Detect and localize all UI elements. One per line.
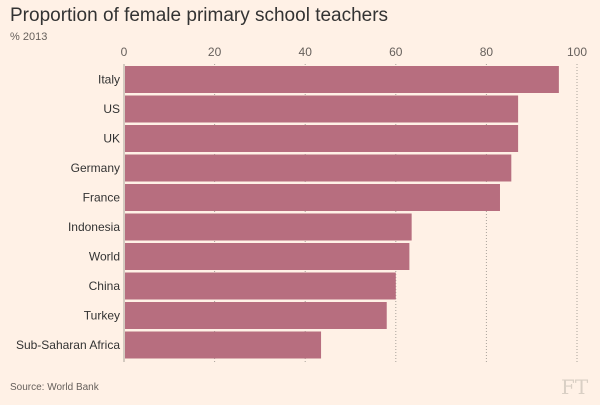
bars [125,66,559,359]
ft-logo: FT [561,375,589,399]
category-label: Turkey [84,309,120,323]
category-label: Germany [71,161,120,175]
category-label: US [103,102,120,116]
bar [125,331,322,359]
category-label: Indonesia [68,220,120,234]
x-tick-label: 60 [389,45,403,59]
x-tick-label: 40 [299,45,313,59]
bar [125,243,410,270]
bar [125,302,387,329]
bar [125,213,412,241]
category-label: World [89,250,120,264]
x-tick-label: 0 [121,45,128,59]
x-axis-ticks: 0 20 40 60 80 100 [121,45,588,59]
bar [125,66,559,93]
chart-subtitle: % 2013 [10,31,48,43]
category-label: China [89,279,121,293]
grid-lines [123,64,578,362]
category-label: UK [103,132,120,146]
category-label: Sub-Saharan Africa [16,338,120,352]
bar [125,184,500,211]
chart-title: Proportion of female primary school teac… [10,5,389,26]
category-labels: Italy US UK Germany France Indonesia World Chin… [16,73,120,353]
source-note: Source: World Bank [10,382,99,393]
category-label: France [83,191,121,205]
bar [125,125,519,152]
x-tick-label: 100 [567,45,587,59]
bar [125,154,512,182]
x-tick-label: 20 [208,45,222,59]
x-tick-label: 80 [480,45,494,59]
category-label: Italy [98,73,120,87]
bar [125,272,396,300]
bar [125,95,519,123]
